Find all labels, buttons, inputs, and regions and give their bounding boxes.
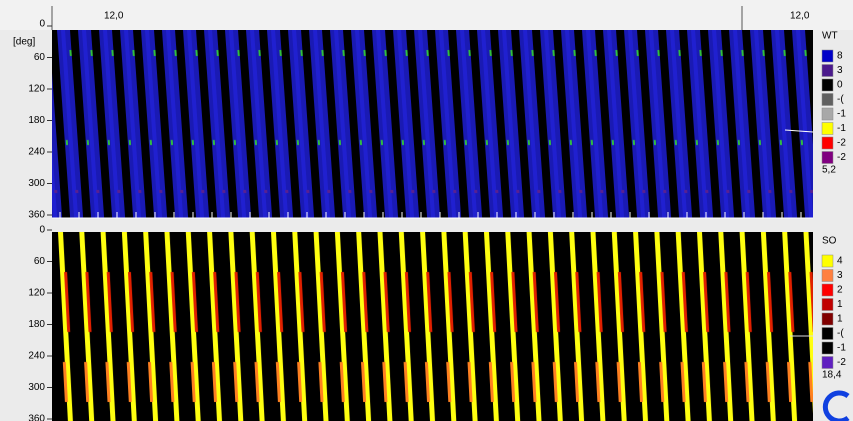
- y-tick-label: 120: [28, 84, 45, 95]
- so-plot: [52, 232, 813, 421]
- legend-label: -(: [837, 94, 844, 105]
- legend-swatch: [821, 107, 834, 121]
- legend-label: 1: [837, 299, 843, 310]
- y-tick-label: 300: [28, 178, 45, 189]
- header-value: 12,0: [104, 11, 124, 22]
- legend-label: 2: [837, 285, 843, 296]
- y-tick-label: 0: [39, 19, 45, 30]
- legend-swatch: [821, 356, 834, 369]
- legend-label: -1: [837, 123, 846, 134]
- legend-swatch: [821, 78, 834, 92]
- legend-swatch: [821, 122, 834, 135]
- legend-title: WT: [822, 31, 838, 42]
- y-tick-label: 360: [28, 414, 45, 421]
- legend-label: -2: [837, 152, 846, 163]
- legend-label: -(: [837, 328, 844, 339]
- legend-label: 3: [837, 65, 843, 76]
- y-tick-label: 240: [28, 351, 45, 362]
- marker-line: [784, 129, 814, 133]
- logo: [822, 390, 850, 421]
- y-tick-label: 60: [34, 52, 46, 63]
- legend-label: 3: [837, 270, 843, 281]
- y-tick-label: 180: [28, 319, 45, 330]
- y-tick-label: 60: [34, 256, 46, 267]
- legend-swatch: [821, 151, 834, 164]
- legend-label: 1: [837, 314, 843, 325]
- y-tick-label: 300: [28, 382, 45, 393]
- legend-swatch: [821, 93, 834, 106]
- legend-swatch: [821, 283, 834, 297]
- legend-label: 8: [837, 51, 843, 62]
- wt-plot: [52, 30, 813, 218]
- y-tick-label: 180: [28, 115, 45, 126]
- legend-label: -1: [837, 109, 846, 120]
- legend-footer: 5,2: [822, 165, 836, 176]
- header-strip: [0, 0, 853, 30]
- legend-swatch: [821, 64, 834, 77]
- y-tick-label: 0: [39, 225, 45, 236]
- legend-swatch: [821, 269, 834, 282]
- legend-swatch: [821, 312, 834, 326]
- legend-title: SO: [822, 236, 837, 247]
- legend-swatch: [821, 327, 834, 340]
- legend-swatch: [821, 341, 834, 355]
- y-tick-label: 360: [28, 210, 45, 221]
- legend-footer: 18,4: [822, 370, 842, 381]
- legend-label: 0: [837, 80, 843, 91]
- legend-swatch: [821, 49, 834, 63]
- legend-label: 4: [837, 256, 843, 267]
- legend-label: -2: [837, 138, 846, 149]
- legend-swatch: [821, 136, 834, 150]
- legend-label: -2: [837, 357, 846, 368]
- y-tick-label: 120: [28, 288, 45, 299]
- legend-label: -1: [837, 343, 846, 354]
- legend-swatch: [821, 254, 834, 268]
- legend-swatch: [821, 298, 834, 311]
- y-unit: [deg]: [13, 37, 35, 48]
- y-tick-label: 240: [28, 147, 45, 158]
- header-value: 12,0: [790, 11, 810, 22]
